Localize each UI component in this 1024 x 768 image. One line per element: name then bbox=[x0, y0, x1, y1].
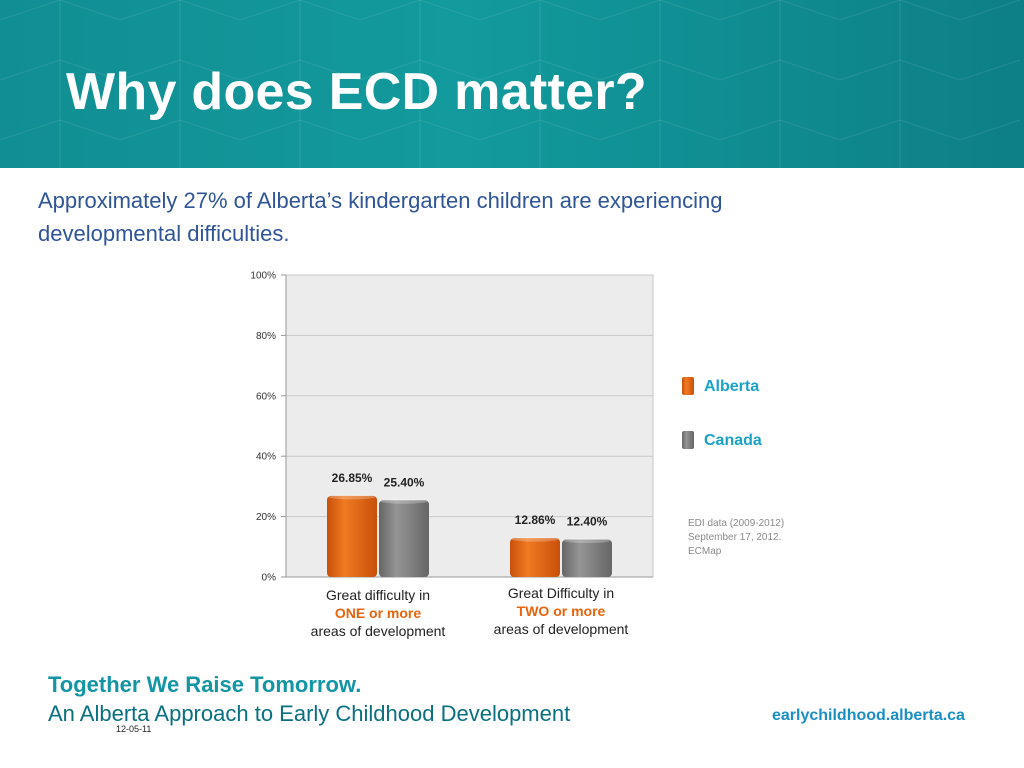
banner-pattern bbox=[0, 0, 1021, 168]
slide-subtitle: Approximately 27% of Alberta’s kindergar… bbox=[38, 188, 723, 246]
bar-top-highlight bbox=[563, 538, 611, 544]
bar-canada bbox=[379, 500, 429, 577]
data-label: 12.86% bbox=[515, 513, 556, 527]
title-banner: Why does ECD matter? bbox=[0, 0, 1024, 168]
x-category-label: areas of development bbox=[494, 621, 629, 637]
x-category-label: ONE or more bbox=[335, 605, 422, 621]
legend-swatch-canada bbox=[682, 431, 694, 449]
bar-alberta bbox=[327, 495, 377, 577]
y-tick-label: 40% bbox=[256, 452, 276, 463]
data-label: 12.40% bbox=[567, 515, 608, 529]
legend-label-alberta: Alberta bbox=[704, 378, 759, 395]
source-note: September 17, 2012. bbox=[688, 532, 781, 543]
footer-approach: An Alberta Approach to Early Childhood D… bbox=[48, 701, 571, 726]
bar-top-highlight bbox=[380, 498, 428, 504]
bar-top-highlight bbox=[511, 536, 559, 542]
y-tick-label: 60% bbox=[256, 391, 276, 402]
data-label: 26.85% bbox=[332, 471, 373, 485]
bar-top-highlight bbox=[328, 494, 376, 500]
y-tick-label: 20% bbox=[256, 512, 276, 523]
x-category-label: TWO or more bbox=[517, 603, 606, 619]
legend-swatch-alberta bbox=[682, 377, 694, 395]
slide-title: Why does ECD matter? bbox=[66, 63, 647, 121]
footer-tagline: Together We Raise Tomorrow. bbox=[48, 672, 362, 697]
source-note: EDI data (2009-2012) bbox=[688, 518, 784, 529]
data-label: 25.40% bbox=[384, 475, 425, 489]
x-category-label: Great Difficulty in bbox=[508, 585, 614, 601]
bar-alberta bbox=[510, 538, 560, 577]
legend-label-canada: Canada bbox=[704, 432, 762, 449]
x-category-label: Great difficulty in bbox=[326, 587, 430, 603]
y-tick-label: 0% bbox=[262, 573, 277, 584]
x-category-label: areas of development bbox=[311, 623, 446, 639]
bar-chart: 0% 20% 40% 60% 80% 100% 26.85% 25.40% Great diff… bbox=[250, 271, 784, 640]
footer-date: 12-05-11 bbox=[116, 724, 152, 734]
y-tick-label: 80% bbox=[256, 331, 276, 342]
footer-url-link[interactable]: earlychildhood.alberta.ca bbox=[772, 707, 965, 724]
source-note: ECMap bbox=[688, 546, 722, 557]
bar-canada bbox=[562, 539, 612, 577]
y-tick-label: 100% bbox=[250, 271, 276, 282]
